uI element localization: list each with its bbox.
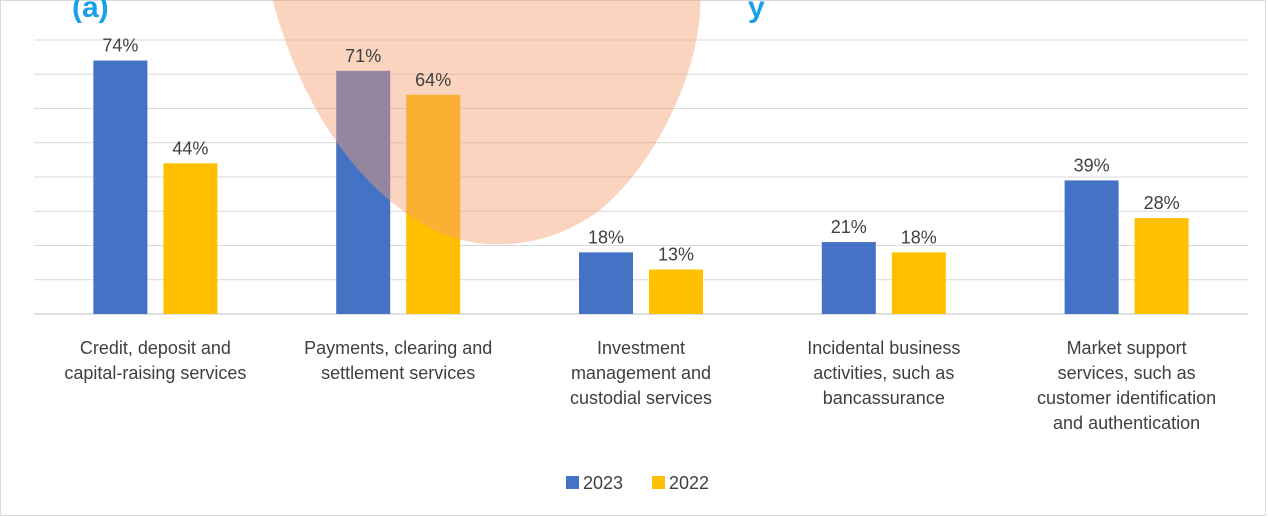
category-label: bancassurance [823,388,945,408]
data-label: 13% [658,244,694,264]
x-axis-labels: Credit, deposit and capital-raising servi… [64,338,1216,433]
category-label: Investment [597,338,685,358]
category-label: settlement services [321,363,475,383]
bar-2022-1 [163,163,218,314]
legend: 2023 2022 [566,473,709,493]
data-label: 71% [345,46,381,66]
category-label: Credit, deposit and [80,338,231,358]
data-label: 21% [831,217,867,237]
bar-2023-4 [821,242,876,314]
data-label: 18% [901,227,937,247]
bar-2023-1 [93,60,148,314]
data-label: 44% [172,138,208,158]
legend-label-2023: 2023 [583,473,623,493]
category-label: services, such as [1058,363,1196,383]
category-label: and authentication [1053,413,1200,433]
chart-title-fragment: (a) [72,0,109,24]
data-label: 39% [1074,155,1110,175]
data-label: 28% [1144,193,1180,213]
category-label: management and [571,363,711,383]
category-label: activities, such as [813,363,954,383]
legend-label-2022: 2022 [669,473,709,493]
bars [93,60,1189,314]
category-label: custodial services [570,388,712,408]
bar-2023-5 [1064,180,1119,314]
chart-title-fragments: (a) y [72,0,765,24]
legend-swatch-2023 [566,476,579,489]
category-label: Payments, clearing and [304,338,492,358]
category-label: Market support [1067,338,1187,358]
data-labels: 74% 44% 71% 64% 18% 13% 21% 18% 39% 28% [102,36,1179,265]
bar-2022-3 [649,269,703,314]
bar-2022-4 [891,252,946,314]
chart-title-fragment: y [748,0,765,24]
legend-swatch-2022 [652,476,665,489]
data-label: 18% [588,227,624,247]
category-label: capital-raising services [64,363,246,383]
bar-2022-2 [406,94,461,314]
data-label: 64% [415,70,451,90]
gridlines [34,39,1248,315]
watermark-logo [272,0,701,245]
category-label: customer identification [1037,388,1216,408]
bar-2022-5 [1134,218,1189,314]
category-label: Incidental business [807,338,960,358]
bar-2023-3 [579,252,633,314]
data-label: 74% [102,36,138,56]
bar-2023-2 [336,70,391,314]
